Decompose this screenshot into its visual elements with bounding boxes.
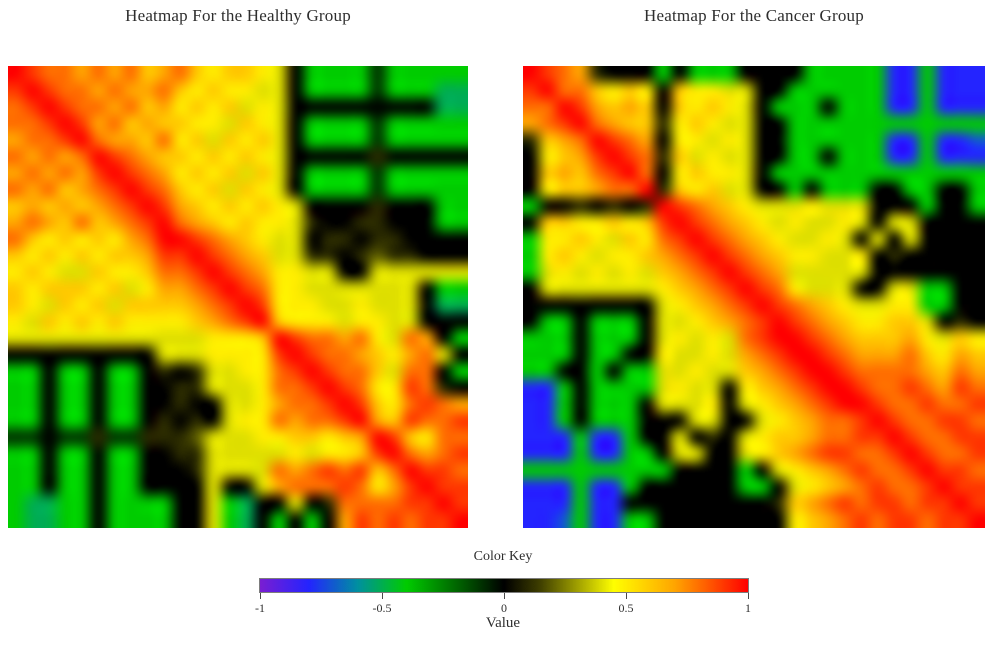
tick-label: 1	[745, 601, 751, 615]
color-key-tick-marks	[260, 593, 749, 600]
color-key-gradient-bar	[259, 578, 749, 593]
color-key-title: Color Key	[473, 549, 533, 564]
tick-mark	[382, 593, 383, 599]
tick-label: 0.5	[618, 601, 634, 615]
tick-mark	[504, 593, 505, 599]
color-key-tick-labels: -1 -0.5 0 0.5 1	[255, 601, 751, 615]
tick-mark	[626, 593, 627, 599]
heatmap-cancer-title: Heatmap For the Cancer Group	[644, 6, 864, 25]
tick-mark	[748, 593, 749, 599]
color-key-axis-label: Value	[485, 615, 521, 631]
tick-label: 0	[501, 601, 507, 615]
heatmap-healthy-title: Heatmap For the Healthy Group	[125, 6, 351, 25]
tick-mark	[260, 593, 261, 599]
tick-label: -0.5	[372, 601, 392, 615]
heatmap-cancer-plot	[523, 66, 985, 528]
heatmap-healthy-plot	[8, 66, 468, 528]
tick-label: -1	[255, 601, 265, 615]
